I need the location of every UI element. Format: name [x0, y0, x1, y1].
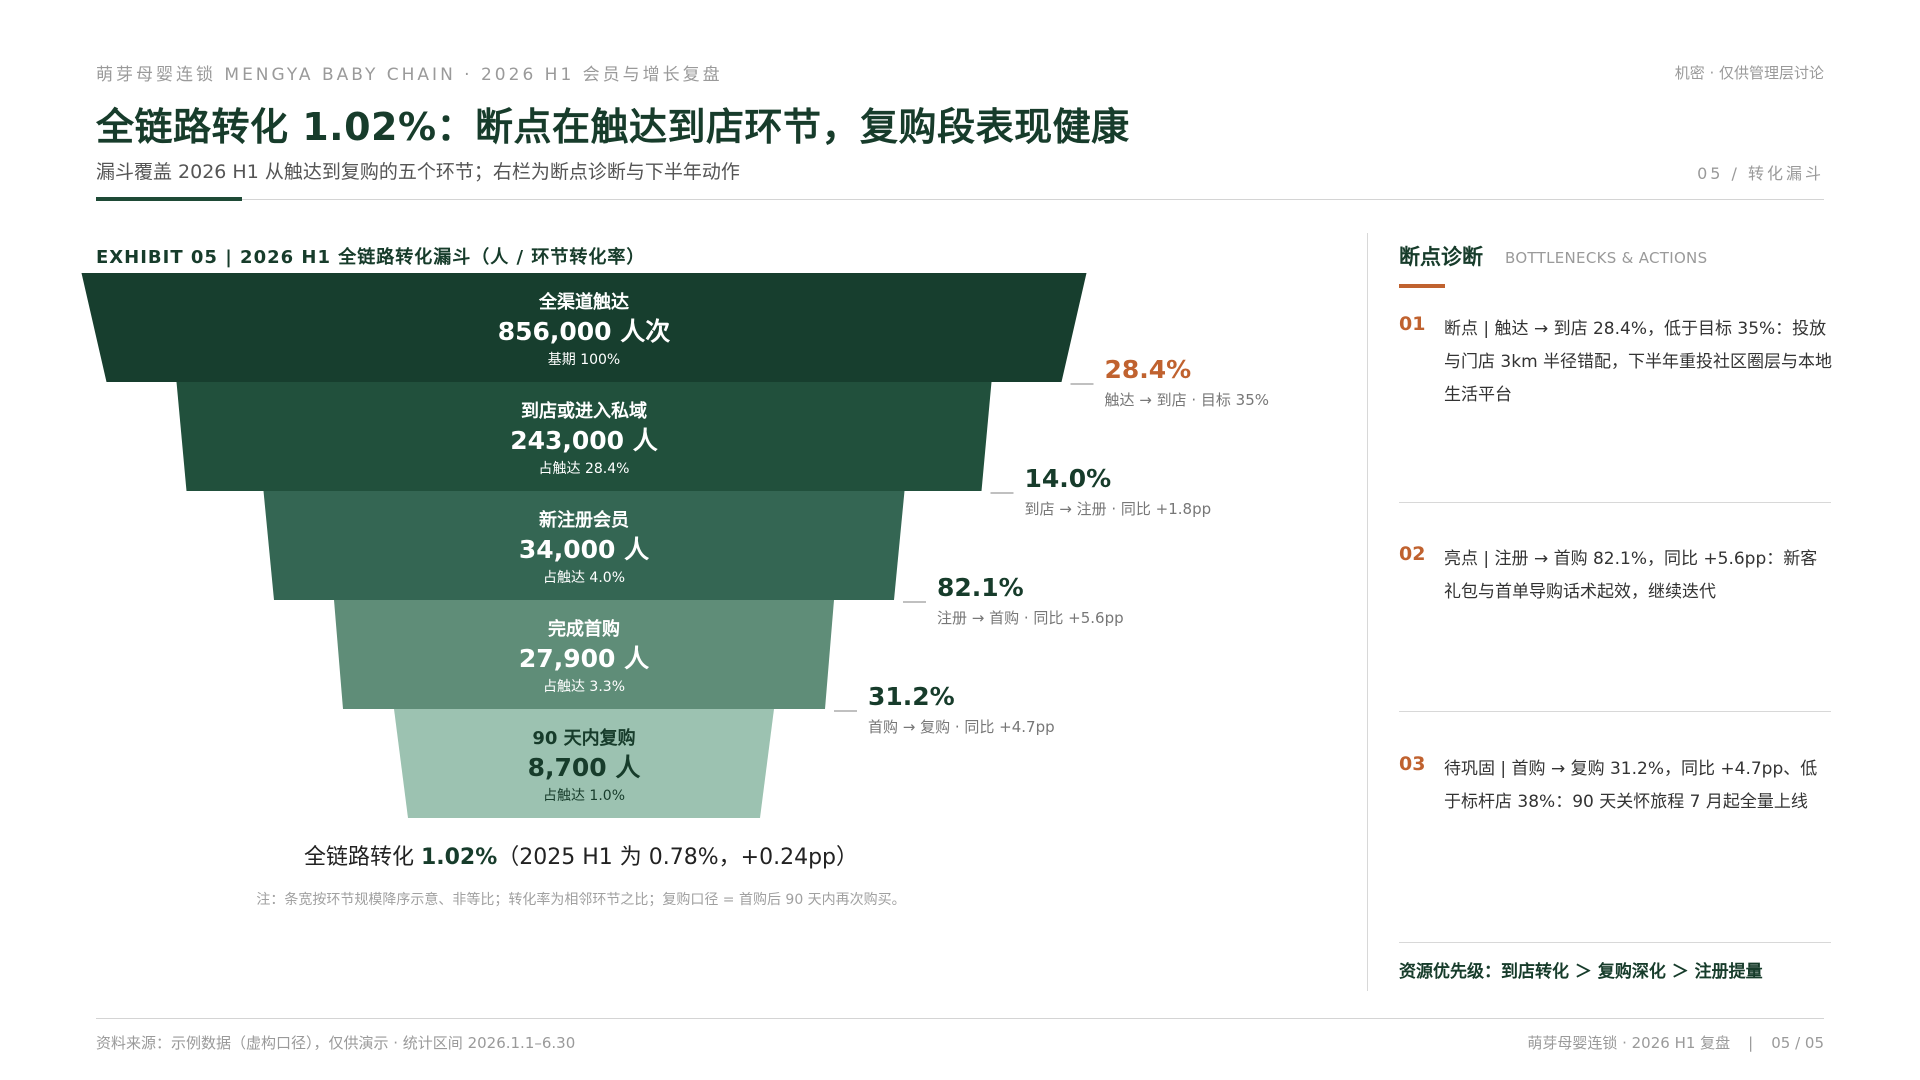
conversion-rate: 28.4%: [1105, 355, 1192, 384]
footer-page-number: 05 / 05: [1771, 1034, 1824, 1052]
confidential-label: 机密 · 仅供管理层讨论: [1674, 64, 1824, 82]
diagnosis-divider: [1399, 942, 1831, 943]
resource-priority: 资源优先级：到店转化 ＞ 复购深化 ＞ 注册提量: [1399, 962, 1763, 982]
footer-rule: [96, 1018, 1824, 1019]
stage-name: 到店或进入私域: [521, 400, 647, 422]
stage-name: 完成首购: [548, 618, 620, 640]
stage-value: 856,000 人次: [498, 317, 671, 346]
conversion-desc: 触达 → 到店 · 目标 35%: [1105, 391, 1270, 409]
column-divider: [1367, 233, 1368, 991]
stage-share: 占触达 3.3%: [543, 679, 625, 695]
header-rule: [96, 199, 1824, 200]
chart-note: 注：条宽按环节规模降序示意、非等比；转化率为相邻环节之比；复购口径 = 首购后 …: [256, 892, 906, 908]
conversion-rate: 14.0%: [1025, 464, 1112, 493]
footer-deck-title: 萌芽母婴连锁 · 2026 H1 复盘: [1527, 1034, 1731, 1052]
top-left-meta: 萌芽母婴连锁 MENGYA BABY CHAIN · 2026 H1 会员与增长…: [96, 65, 723, 85]
footer-separator: |: [1748, 1034, 1754, 1052]
diagnosis-text: 待巩固 | 首购 → 复购 31.2%，同比 +4.7pp、低于标杆店 38%：…: [1444, 759, 1818, 812]
conversion-rate: 82.1%: [937, 573, 1024, 602]
diagnosis-divider: [1399, 711, 1831, 712]
conversion-rate: 31.2%: [868, 682, 955, 711]
stage-value: 34,000 人: [519, 535, 649, 564]
total-conversion-line: 全链路转化 1.02%（2025 H1 为 0.78%，+0.24pp）: [96, 839, 1066, 871]
exhibit-title: EXHIBIT 05 | 2026 H1 全链路转化漏斗（人 / 环节转化率）: [96, 247, 646, 268]
footer-source: 资料来源：示例数据（虚构口径），仅供演示 · 统计区间 2026.1.1–6.3…: [96, 1034, 576, 1052]
total-prefix: 全链路转化: [303, 845, 421, 870]
funnel-stage-1: [81, 273, 1087, 382]
stage-share: 占触达 28.4%: [539, 461, 630, 477]
section-tag: 05 / 转化漏斗: [1697, 164, 1824, 183]
funnel-stage-5: [394, 709, 774, 818]
funnel-stage-3: [263, 491, 905, 600]
conversion-desc: 注册 → 首购 · 同比 +5.6pp: [937, 609, 1124, 627]
footer-right: 萌芽母婴连锁 · 2026 H1 复盘 | 05 / 05: [1527, 1032, 1824, 1053]
diagnosis-number: 01: [1399, 313, 1426, 335]
stage-name: 全渠道触达: [538, 291, 629, 313]
total-value: 1.02%: [420, 845, 498, 870]
diagnosis-divider: [1399, 502, 1831, 503]
page-subtitle: 漏斗覆盖 2026 H1 从触达到复购的五个环节；右栏为断点诊断与下半年动作: [96, 161, 740, 183]
stage-share: 基期 100%: [548, 351, 620, 368]
diagnosis-subtitle: BOTTLENECKS & ACTIONS: [1505, 249, 1708, 267]
stage-name: 新注册会员: [539, 509, 629, 531]
stage-share: 占触达 1.0%: [543, 788, 625, 804]
diagnosis-number: 03: [1399, 753, 1426, 775]
stage-share: 占触达 4.0%: [543, 570, 625, 586]
page-title: 全链路转化 1.02%：断点在触达到店环节，复购段表现健康: [96, 105, 1130, 149]
stage-value: 8,700 人: [528, 753, 641, 782]
diagnosis-title: 断点诊断: [1399, 245, 1483, 269]
stage-value: 243,000 人: [510, 426, 658, 455]
diagnosis-number: 02: [1399, 543, 1426, 565]
stage-value: 27,900 人: [519, 644, 649, 673]
conversion-desc: 到店 → 注册 · 同比 +1.8pp: [1025, 500, 1212, 518]
total-suffix: （2025 H1 为 0.78%，+0.24pp）: [497, 845, 859, 870]
diagnosis-accent-bar: [1399, 284, 1445, 288]
diagnosis-text: 断点 | 触达 → 到店 28.4%，低于目标 35%：投放与门店 3km 半径…: [1444, 319, 1833, 405]
funnel-stage-2: [176, 382, 992, 491]
conversion-desc: 首购 → 复购 · 同比 +4.7pp: [868, 718, 1055, 736]
header-accent-bar: [96, 197, 242, 201]
stage-name: 90 天内复购: [532, 727, 635, 749]
diagnosis-text: 亮点 | 注册 → 首购 82.1%，同比 +5.6pp：新客礼包与首单导购话术…: [1444, 549, 1818, 602]
funnel-stage-4: [334, 600, 834, 709]
